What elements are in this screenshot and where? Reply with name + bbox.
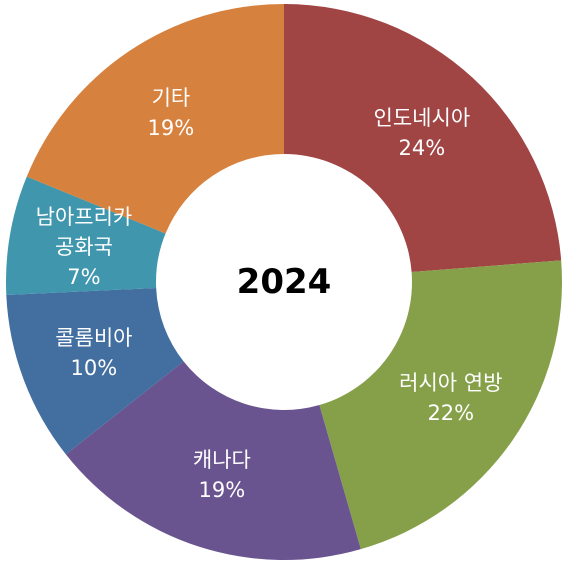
value-label: 19% (198, 478, 246, 503)
value-label: 10% (70, 356, 118, 381)
slice-label: 러시아 연방 22% (399, 368, 502, 428)
chart-title: 2024 (236, 262, 332, 302)
slice (6, 287, 184, 455)
category-label: 러시아 연방 (399, 370, 503, 395)
category-label: 남아프리카 공화국 (35, 205, 133, 260)
slice (26, 4, 285, 234)
slice (319, 260, 562, 550)
slice (284, 4, 562, 273)
slice-label: 기타 19% (148, 83, 195, 143)
value-label: 24% (398, 135, 446, 160)
slice-label: 인도네시아 24% (374, 103, 471, 163)
category-label: 캐나다 (192, 448, 251, 473)
category-label: 기타 (151, 86, 191, 111)
value-label: 7% (67, 265, 101, 290)
category-label: 인도네시아 (373, 105, 471, 130)
slice (6, 176, 166, 295)
category-label: 콜롬비아 (55, 326, 133, 351)
value-label: 19% (147, 116, 195, 141)
slice-label: 남아프리카 공화국 7% (36, 202, 133, 292)
value-label: 22% (427, 400, 475, 425)
slice-label: 콜롬비아 10% (55, 323, 132, 383)
slice-label: 캐나다 19% (193, 445, 251, 505)
slice (65, 361, 361, 560)
